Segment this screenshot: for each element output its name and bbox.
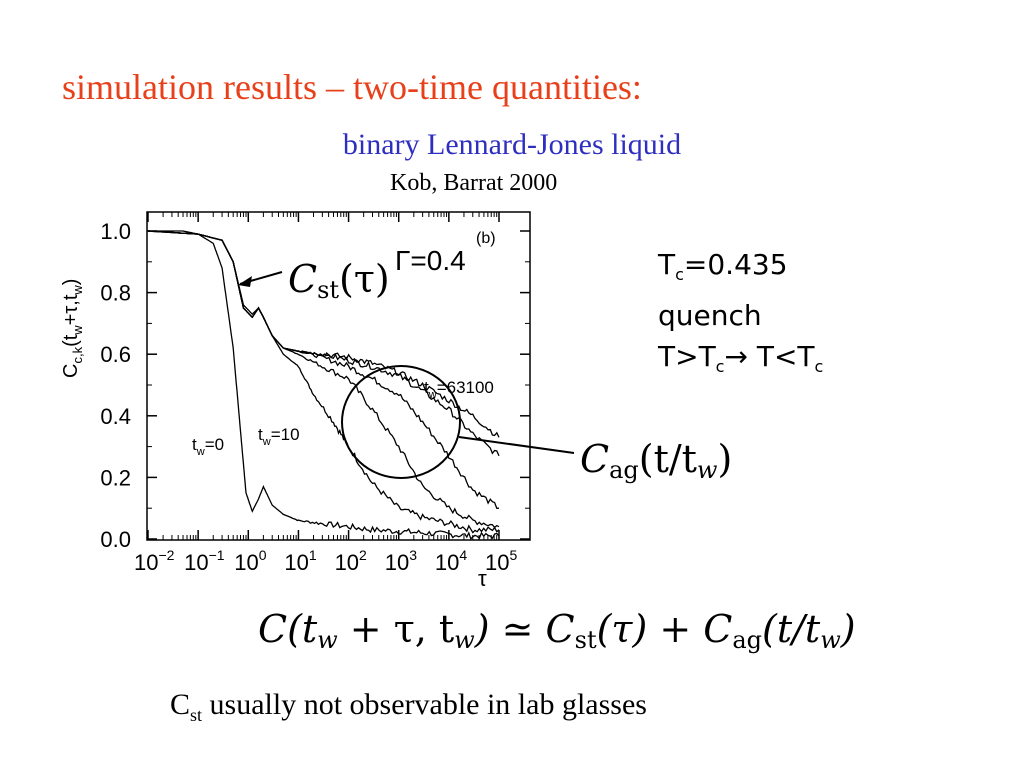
y-tick-label: 0.0 [100, 527, 131, 552]
series-line [147, 230, 500, 457]
x-axis-label: τ [478, 566, 487, 591]
tc-line: Tc=0.435 [658, 248, 788, 284]
condition-line: T>Tc→ T<Tc [658, 340, 824, 376]
curve-label: tw=0 [192, 435, 224, 458]
x-tick-label: 10−1 [184, 547, 225, 575]
slide-subtitle: binary Lennard-Jones liquid [342, 128, 682, 161]
curve-label: tw=10 [258, 425, 300, 448]
x-tick-label: 104 [435, 547, 467, 575]
panel-label: (b) [476, 230, 496, 247]
series-line [147, 230, 500, 529]
side-info: Tc=0.435 quench T>Tc→ T<Tc [658, 244, 823, 387]
footer-note: Cst usually not observable in lab glasse… [170, 688, 647, 725]
cst-arrow-line [239, 271, 283, 285]
x-tick-label: 103 [385, 547, 417, 575]
y-axis-label: Cc,k(tw+τ,tw) [60, 279, 85, 378]
series-line [148, 230, 500, 540]
x-tick-label: 105 [485, 547, 517, 575]
series-line [147, 230, 500, 534]
cst-arrowhead [238, 276, 252, 287]
chart: 0.0 0.2 0.4 0.6 0.8 1.0 10−2 10−1 100 101 102 103 10… [60, 211, 531, 591]
y-tick-label: 0.2 [100, 465, 131, 490]
series-line [147, 230, 500, 509]
x-tick-label: 101 [284, 547, 316, 575]
x-tick-label: 100 [234, 547, 266, 575]
x-tick-label: 10−2 [134, 547, 175, 575]
y-tick-label: 0.4 [100, 404, 131, 429]
cst-label: Cst(τ) [288, 257, 390, 304]
cag-pointer-line [458, 436, 575, 454]
series-line [147, 230, 500, 438]
x-tick-label: 102 [335, 547, 367, 575]
cag-label: Cag(t/tw) [580, 437, 732, 484]
slide-title: simulation results – two-time quantities… [62, 67, 642, 107]
y-tick-label: 1.0 [100, 219, 131, 244]
cst-annotation: Cst(τ) [238, 257, 390, 304]
gamma-label: Γ=0.4 [395, 245, 466, 276]
aging-circle [341, 365, 461, 479]
scaling-equation: C(tw + τ, tw) ≃ Cst(τ) + Cag(t/tw) [258, 607, 856, 654]
quench-line: quench [658, 299, 762, 332]
plot-frame [146, 211, 531, 541]
y-tick-label: 0.6 [100, 342, 131, 367]
reference-citation: Kob, Barrat 2000 [390, 170, 558, 196]
curve-label: tw=63100 [424, 378, 494, 401]
y-tick-label: 0.8 [100, 281, 131, 306]
